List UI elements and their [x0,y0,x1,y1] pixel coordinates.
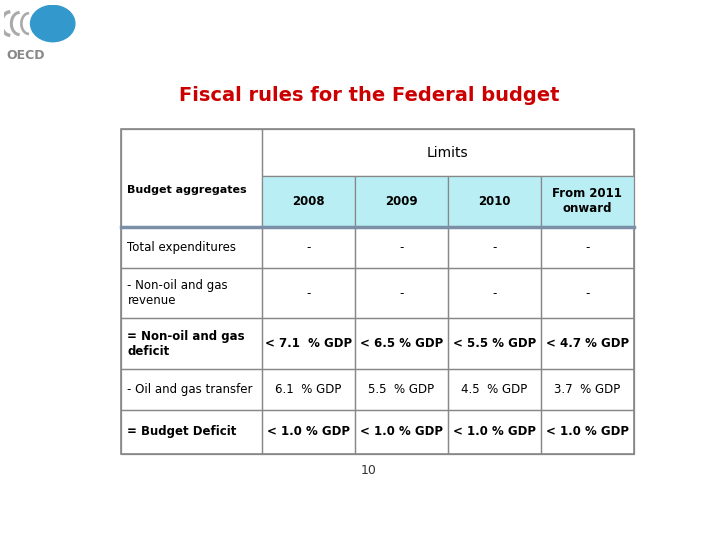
Text: -: - [399,287,403,300]
Text: = Non-oil and gas
deficit: = Non-oil and gas deficit [127,329,245,357]
Text: 3.7  % GDP: 3.7 % GDP [554,383,620,396]
Text: Total expenditures: Total expenditures [127,241,236,254]
Text: -: - [492,241,496,254]
Bar [541,319,634,369]
Text: < 1.0 % GDP: < 1.0 % GDP [453,426,536,438]
Bar [448,227,541,268]
Text: < 6.5 % GDP: < 6.5 % GDP [359,337,443,350]
Bar [262,268,355,319]
Text: 2009: 2009 [385,195,418,208]
Bar [355,176,448,227]
Text: = Budget Deficit: = Budget Deficit [127,426,237,438]
Text: - Non-oil and gas
revenue: - Non-oil and gas revenue [127,279,228,307]
Bar [121,369,262,410]
Text: From 2011
onward: From 2011 onward [552,187,622,215]
Text: Budget aggregates: Budget aggregates [127,185,247,194]
Text: 5.5  % GDP: 5.5 % GDP [368,383,434,396]
Bar [448,410,541,454]
Bar [541,268,634,319]
Bar [448,369,541,410]
Bar [121,319,262,369]
Text: - Oil and gas transfer: - Oil and gas transfer [127,383,253,396]
Text: < 4.7 % GDP: < 4.7 % GDP [546,337,629,350]
Bar [448,176,541,227]
Bar [355,268,448,319]
Bar [121,268,262,319]
Bar [355,369,448,410]
Bar [262,410,355,454]
Bar [541,369,634,410]
Text: < 1.0 % GDP: < 1.0 % GDP [546,426,629,438]
Text: 6.1  % GDP: 6.1 % GDP [275,383,341,396]
Bar [121,227,262,268]
Text: OECD: OECD [6,50,45,63]
Text: < 1.0 % GDP: < 1.0 % GDP [360,426,443,438]
Bar [355,410,448,454]
Bar [541,410,634,454]
Bar [355,227,448,268]
Bar [121,129,262,227]
Bar [448,268,541,319]
Text: 2008: 2008 [292,195,325,208]
Text: -: - [306,241,310,254]
Text: Fiscal rules for the Federal budget: Fiscal rules for the Federal budget [179,86,559,105]
Text: 2010: 2010 [478,195,510,208]
Text: < 5.5 % GDP: < 5.5 % GDP [453,337,536,350]
Text: -: - [399,241,403,254]
Text: -: - [585,287,589,300]
Bar [448,319,541,369]
Text: -: - [585,241,589,254]
Bar [121,410,262,454]
Text: Limits: Limits [427,146,469,160]
Bar [262,129,634,176]
Bar [262,176,355,227]
Text: -: - [492,287,496,300]
Text: -: - [306,287,310,300]
Text: 10: 10 [361,464,377,477]
Bar [121,129,634,454]
Text: < 1.0 % GDP: < 1.0 % GDP [267,426,350,438]
Bar [262,319,355,369]
Bar [355,319,448,369]
Text: < 7.1  % GDP: < 7.1 % GDP [265,337,352,350]
Bar [262,369,355,410]
Circle shape [30,5,75,42]
Bar [541,227,634,268]
Text: 4.5  % GDP: 4.5 % GDP [461,383,527,396]
Bar [262,227,355,268]
Bar [541,176,634,227]
